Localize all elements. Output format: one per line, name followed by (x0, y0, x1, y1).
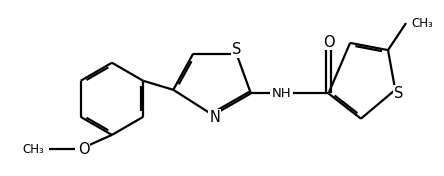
Text: CH₃: CH₃ (412, 17, 433, 30)
Text: CH₃: CH₃ (23, 143, 44, 156)
Text: O: O (78, 142, 90, 157)
Text: N: N (209, 111, 220, 125)
Text: S: S (394, 86, 404, 101)
Text: NH: NH (272, 87, 291, 100)
Text: S: S (232, 42, 241, 57)
Text: O: O (323, 35, 334, 50)
